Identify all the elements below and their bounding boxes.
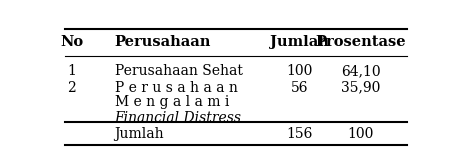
Text: Financial Distress: Financial Distress xyxy=(114,111,241,125)
Text: Prosentase: Prosentase xyxy=(314,35,405,49)
Text: Jumlah: Jumlah xyxy=(270,35,329,49)
Text: P e r u s a h a a n: P e r u s a h a a n xyxy=(114,81,237,95)
Text: 100: 100 xyxy=(347,127,373,141)
Text: Perusahaan Sehat: Perusahaan Sehat xyxy=(114,64,242,78)
Text: 64,10: 64,10 xyxy=(340,64,380,78)
Text: 100: 100 xyxy=(286,64,313,78)
Text: Perusahaan: Perusahaan xyxy=(114,35,211,49)
Text: No: No xyxy=(60,35,83,49)
Text: 156: 156 xyxy=(286,127,313,141)
Text: Jumlah: Jumlah xyxy=(114,127,164,141)
Text: 1: 1 xyxy=(67,64,76,78)
Text: 35,90: 35,90 xyxy=(340,81,380,95)
Text: 56: 56 xyxy=(291,81,308,95)
Text: 2: 2 xyxy=(67,81,76,95)
Text: M e n g a l a m i: M e n g a l a m i xyxy=(114,95,229,109)
